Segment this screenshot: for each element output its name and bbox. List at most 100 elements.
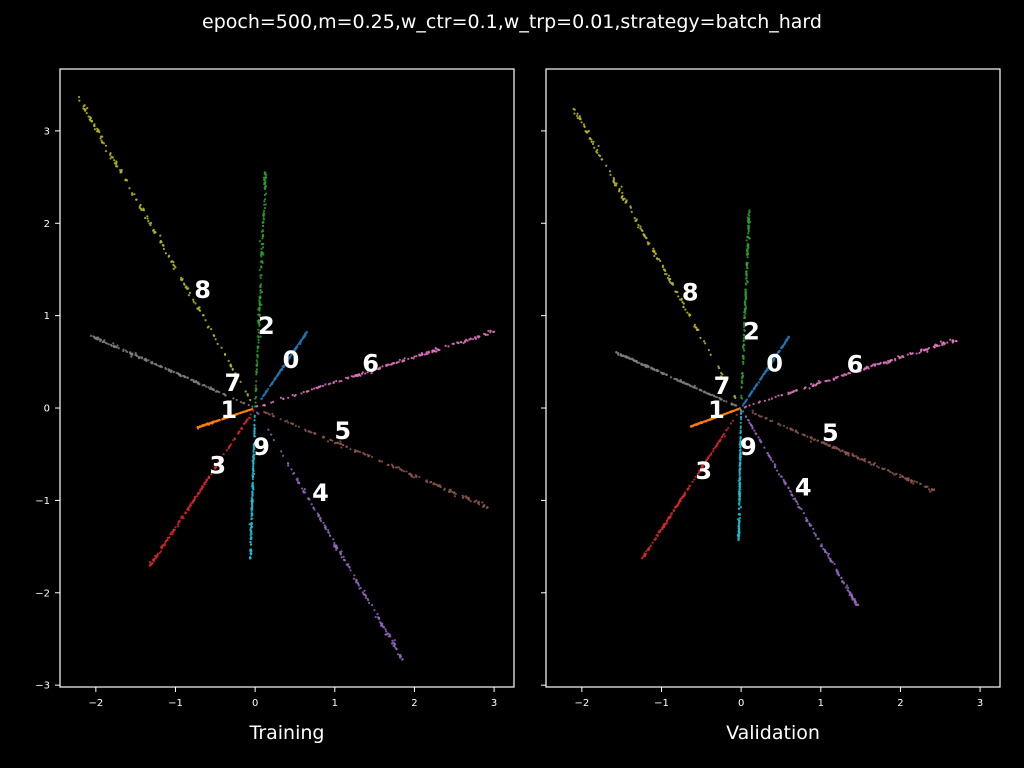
point-class-8 — [621, 191, 624, 195]
point-class-5 — [410, 474, 413, 477]
point-class-3 — [217, 461, 220, 464]
point-class-6 — [817, 379, 820, 383]
point-class-2 — [257, 336, 260, 339]
x-tick-label: −1 — [654, 698, 669, 709]
point-class-2 — [740, 394, 743, 397]
point-class-6 — [938, 344, 941, 347]
point-class-8 — [623, 197, 626, 200]
point-class-7 — [235, 398, 238, 402]
point-class-0 — [288, 356, 291, 359]
point-class-8 — [590, 138, 593, 141]
point-class-5 — [875, 465, 879, 468]
point-class-1 — [700, 421, 703, 424]
point-class-9 — [738, 446, 742, 449]
point-class-7 — [164, 368, 168, 371]
point-class-1 — [689, 425, 693, 428]
point-class-4 — [364, 594, 368, 598]
point-class-7 — [247, 403, 250, 407]
point-class-8 — [682, 306, 685, 309]
series-1-points — [689, 407, 742, 428]
point-class-5 — [898, 476, 901, 479]
point-class-6 — [279, 396, 283, 399]
point-class-8 — [113, 159, 116, 162]
point-class-9 — [738, 477, 741, 480]
y-tick-label: 0 — [44, 404, 50, 415]
point-class-5 — [877, 466, 880, 469]
point-class-2 — [257, 319, 260, 322]
point-class-9 — [739, 429, 742, 432]
point-class-2 — [258, 299, 261, 302]
point-class-0 — [284, 361, 288, 364]
point-class-6 — [452, 342, 455, 345]
point-class-4 — [392, 641, 395, 644]
point-class-8 — [196, 307, 199, 310]
point-class-8 — [720, 371, 723, 375]
point-class-6 — [459, 341, 463, 344]
point-class-5 — [813, 438, 817, 441]
point-class-7 — [189, 378, 193, 382]
point-class-2 — [742, 325, 746, 328]
point-class-7 — [735, 404, 738, 407]
point-class-7 — [107, 343, 110, 346]
x-tick-label: 2 — [897, 698, 903, 709]
point-class-2 — [744, 282, 748, 285]
point-class-7 — [176, 372, 180, 375]
point-class-5 — [930, 488, 933, 491]
point-class-5 — [345, 445, 349, 448]
point-class-4 — [318, 518, 322, 521]
point-class-6 — [915, 352, 918, 355]
point-class-6 — [305, 390, 308, 393]
point-class-1 — [226, 416, 230, 419]
point-class-3 — [665, 521, 669, 525]
point-class-2 — [743, 316, 746, 320]
point-class-8 — [223, 353, 227, 356]
point-class-6 — [791, 391, 794, 394]
point-class-9 — [249, 552, 252, 555]
axes-frame — [59, 68, 515, 688]
point-class-5 — [430, 480, 433, 484]
point-class-7 — [168, 369, 171, 372]
point-class-9 — [250, 522, 253, 526]
point-class-4 — [298, 482, 301, 485]
point-class-4 — [757, 436, 760, 439]
point-class-9 — [250, 512, 254, 515]
point-class-0 — [268, 384, 272, 388]
point-class-8 — [104, 150, 108, 153]
point-class-7 — [707, 393, 711, 396]
point-class-5 — [832, 446, 836, 449]
point-class-8 — [595, 150, 598, 153]
point-class-5 — [362, 451, 365, 455]
point-class-7 — [192, 379, 195, 382]
point-class-9 — [250, 517, 253, 521]
point-class-1 — [224, 417, 227, 420]
point-class-9 — [250, 508, 253, 511]
series-3-points — [148, 409, 255, 567]
point-class-9 — [251, 474, 254, 477]
class-label-1: 1 — [708, 396, 725, 424]
point-class-4 — [841, 580, 844, 584]
point-class-5 — [851, 454, 854, 457]
point-class-3 — [647, 548, 650, 551]
point-class-3 — [688, 484, 691, 488]
point-class-6 — [889, 359, 892, 362]
point-class-9 — [738, 524, 741, 527]
point-class-3 — [719, 438, 722, 441]
point-class-9 — [251, 490, 254, 493]
point-class-1 — [236, 412, 240, 415]
point-class-5 — [828, 443, 831, 447]
point-class-5 — [412, 476, 416, 479]
point-class-9 — [737, 479, 740, 482]
point-class-3 — [696, 472, 699, 476]
point-class-6 — [763, 399, 766, 402]
point-class-3 — [228, 444, 232, 447]
point-class-2 — [256, 356, 259, 359]
point-class-4 — [313, 508, 316, 511]
point-class-9 — [740, 416, 743, 419]
point-class-7 — [172, 370, 175, 374]
point-class-5 — [432, 482, 435, 485]
point-class-8 — [109, 157, 112, 160]
point-class-3 — [703, 463, 706, 466]
point-class-2 — [256, 350, 259, 353]
point-class-1 — [205, 422, 208, 426]
point-class-2 — [260, 303, 263, 306]
